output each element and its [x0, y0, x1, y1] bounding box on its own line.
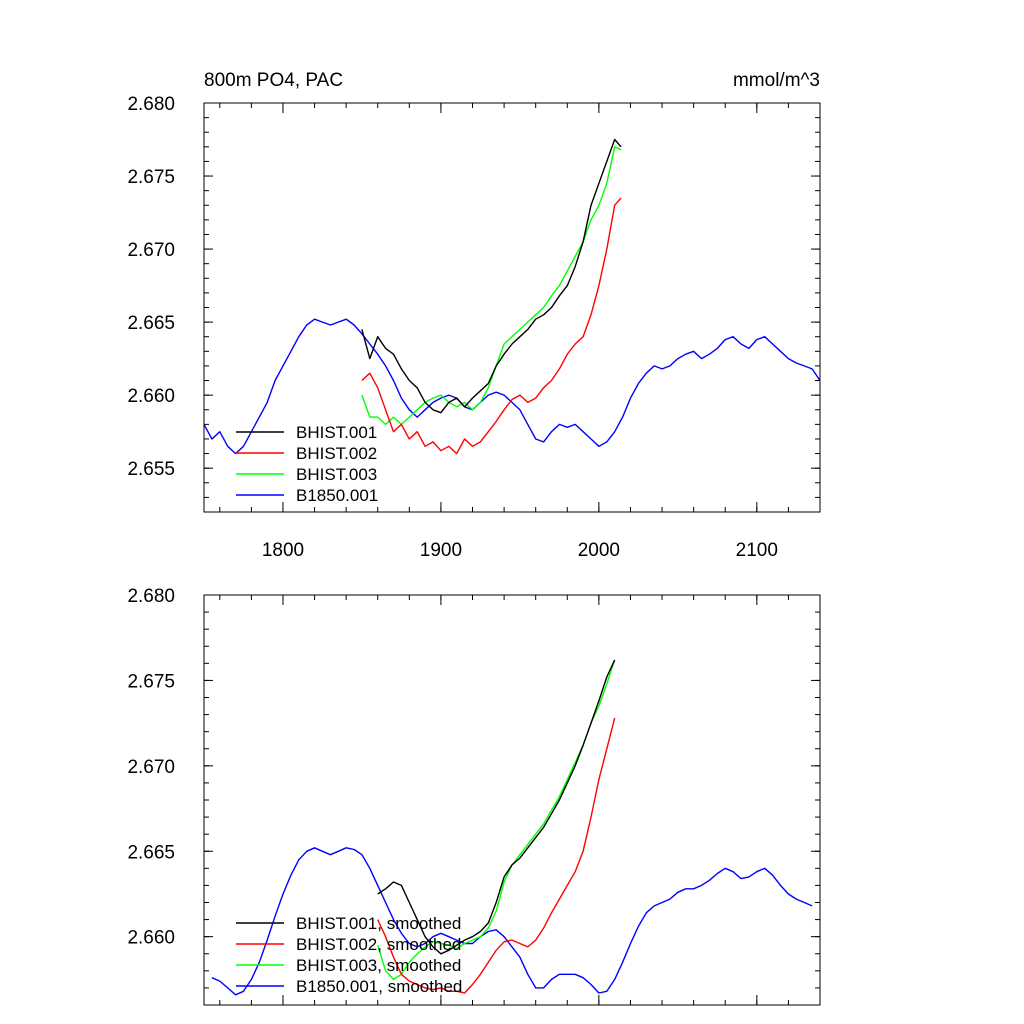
- series-line-bhist-003: [377, 659, 616, 981]
- top-panel-title: 800m PO4, PAC: [204, 70, 343, 91]
- bottom-panel-frame: [203, 594, 821, 1006]
- x-tick-label: 1900: [420, 540, 462, 561]
- y-tick-label: 2.660: [127, 928, 175, 949]
- series-line-b1850-001: [211, 847, 813, 996]
- legend-label: BHIST.001: [296, 423, 377, 442]
- legend-label: BHIST.001, smoothed: [296, 914, 461, 933]
- top-panel-units: mmol/m^3: [733, 70, 820, 91]
- legend-label: BHIST.003: [296, 465, 377, 484]
- y-tick-label: 2.675: [127, 167, 175, 188]
- series-line-bhist-001: [361, 138, 622, 414]
- series-line-bhist-002: [361, 197, 622, 455]
- y-tick-label: 2.655: [127, 459, 175, 480]
- series-line-b1850-001: [203, 318, 821, 455]
- series-line-bhist-001: [377, 659, 616, 955]
- y-tick-label: 2.670: [127, 757, 175, 778]
- x-tick-label: 2100: [736, 540, 778, 561]
- y-tick-label: 2.660: [127, 386, 175, 407]
- x-tick-label: 1800: [262, 540, 304, 561]
- top-panel-frame: [203, 102, 821, 513]
- legend-label: BHIST.003, smoothed: [296, 956, 461, 975]
- legend-label: B1850.001, smoothed: [296, 977, 462, 996]
- y-tick-label: 2.665: [127, 313, 175, 334]
- y-tick-label: 2.665: [127, 842, 175, 863]
- y-tick-label: 2.680: [127, 586, 175, 607]
- series-line-bhist-002: [377, 717, 616, 994]
- y-tick-label: 2.680: [127, 94, 175, 115]
- top-panel: 800m PO4, PAC mmol/m^3 2.655 2.660 2.665 2.…: [127, 70, 821, 561]
- legend-label: BHIST.002, smoothed: [296, 935, 461, 954]
- x-tick-label: 2000: [578, 540, 620, 561]
- legend-label: BHIST.002: [296, 444, 377, 463]
- y-tick-label: 2.670: [127, 240, 175, 261]
- series-line-bhist-003: [361, 146, 622, 426]
- y-tick-label: 2.675: [127, 671, 175, 692]
- bottom-panel: 2.660 2.665 2.670 2.675 2.680 BHIST.001, smo…: [127, 586, 821, 1006]
- legend-label: B1850.001: [296, 486, 378, 505]
